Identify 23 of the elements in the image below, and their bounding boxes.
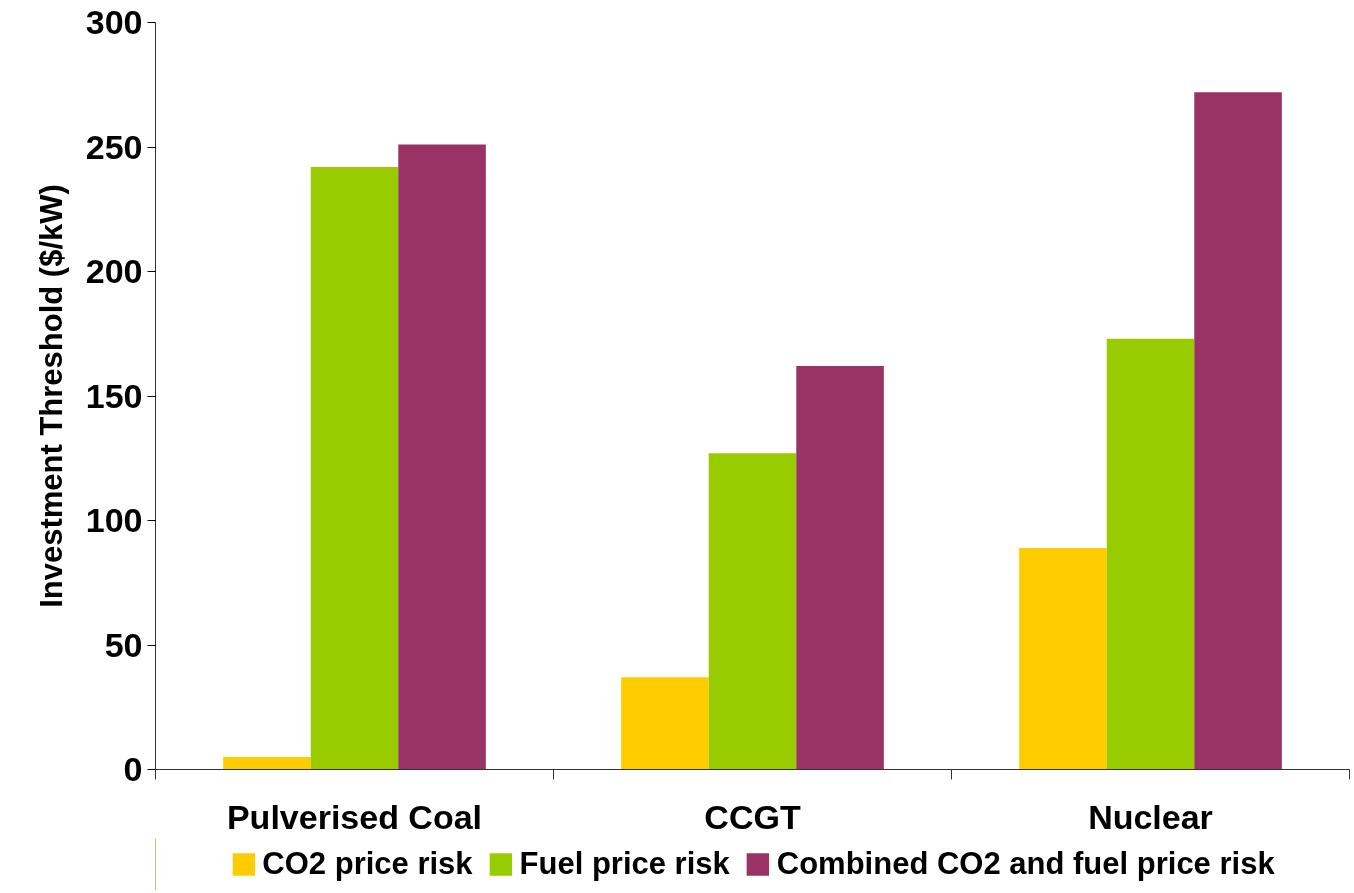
y-tick-label: 200 bbox=[85, 252, 143, 290]
y-tick-label: 50 bbox=[104, 625, 143, 664]
legend-label: CO2 price risk bbox=[262, 846, 473, 882]
bar bbox=[708, 453, 797, 770]
y-tick-label: 100 bbox=[85, 501, 143, 539]
legend-label: Combined CO2 and fuel price risk bbox=[776, 846, 1275, 882]
x-tick-label: Pulverised Coal bbox=[226, 797, 483, 836]
bar bbox=[796, 366, 884, 770]
y-axis-title: Investment Threshold ($/kW) bbox=[33, 184, 69, 608]
legend-label: Fuel price risk bbox=[519, 846, 730, 882]
bar bbox=[1194, 92, 1282, 770]
x-tick-label: Nuclear bbox=[1088, 797, 1213, 836]
bar bbox=[1106, 338, 1195, 770]
bar bbox=[621, 677, 709, 770]
y-tick-label: 0 bbox=[123, 750, 143, 788]
x-tick-label: CCGT bbox=[704, 797, 801, 836]
y-tick-label: 150 bbox=[85, 376, 143, 415]
y-tick-label: 250 bbox=[85, 127, 143, 166]
y-tick-label: 300 bbox=[85, 3, 143, 41]
bar bbox=[1019, 547, 1107, 770]
bar bbox=[223, 757, 311, 770]
bar bbox=[398, 144, 486, 770]
bar bbox=[310, 166, 399, 770]
